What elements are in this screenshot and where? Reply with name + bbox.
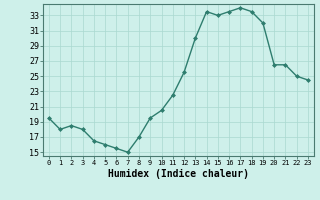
- X-axis label: Humidex (Indice chaleur): Humidex (Indice chaleur): [108, 169, 249, 179]
